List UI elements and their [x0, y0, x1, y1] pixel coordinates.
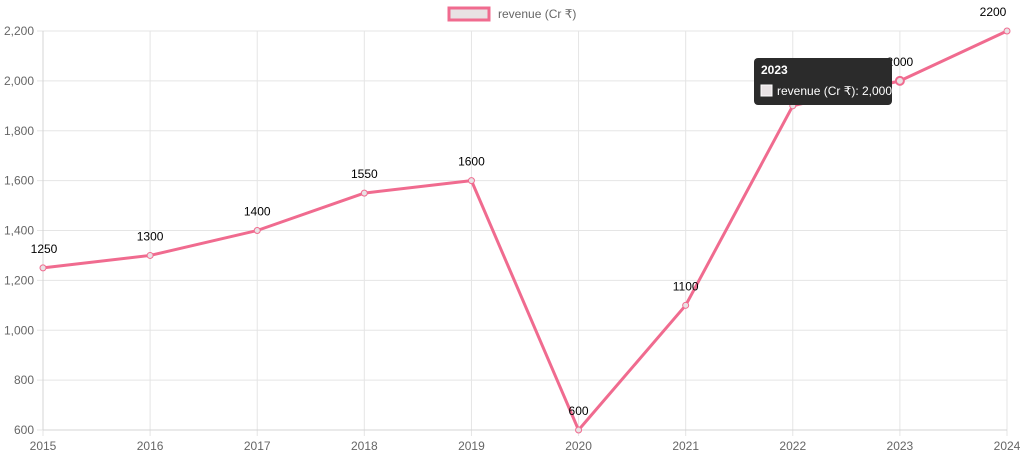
- data-label: 1550: [351, 167, 378, 181]
- y-tick-label: 1,000: [4, 323, 34, 337]
- y-tick-label: 600: [14, 423, 34, 437]
- x-tick-label: 2016: [137, 439, 164, 453]
- x-tick-label: 2024: [994, 439, 1021, 453]
- x-tick-label: 2018: [351, 439, 378, 453]
- data-label: 2200: [980, 5, 1007, 19]
- tooltip-swatch: [760, 84, 773, 97]
- y-tick-label: 800: [14, 373, 34, 387]
- y-tick-label: 2,200: [4, 24, 34, 38]
- data-point: [467, 177, 475, 185]
- data-label: 1400: [244, 205, 271, 219]
- x-tick-label: 2019: [458, 439, 485, 453]
- y-tick-label: 1,200: [4, 273, 34, 287]
- y-tick-label: 1,400: [4, 224, 34, 238]
- data-label: 2000: [887, 55, 914, 69]
- legend-label[interactable]: revenue (Cr ₹): [498, 7, 576, 21]
- y-tick-label: 1,800: [4, 124, 34, 138]
- data-label: 1300: [137, 229, 164, 243]
- x-tick-label: 2021: [672, 439, 699, 453]
- x-tick-label: 2020: [565, 439, 592, 453]
- tooltip-label: revenue (Cr ₹): 2,000: [777, 84, 892, 98]
- tooltip-title: 2023: [761, 63, 788, 77]
- legend-swatch[interactable]: [447, 6, 491, 22]
- y-axis: 600 800 1,000 1,200 1,400 1,600 1,800 2,000 2,20…: [4, 24, 34, 437]
- tooltip-box: [754, 58, 892, 105]
- x-tick-label: 2022: [779, 439, 806, 453]
- grid-lines: [37, 30, 1008, 436]
- tooltip: 2023 revenue (Cr ₹): 2,000: [754, 58, 892, 105]
- data-point: [146, 251, 154, 259]
- legend[interactable]: revenue (Cr ₹): [447, 6, 576, 22]
- data-label: 1600: [458, 155, 485, 169]
- x-tick-label: 2017: [244, 439, 271, 453]
- data-label: 1250: [31, 242, 58, 256]
- data-label: 600: [569, 404, 589, 418]
- highlighted-point: [894, 75, 905, 86]
- data-label: 1100: [673, 279, 699, 293]
- x-tick-label: 2015: [30, 439, 57, 453]
- data-point: [1003, 27, 1011, 35]
- data-point: [39, 264, 47, 272]
- data-point: [253, 227, 261, 234]
- y-tick-label: 1,600: [4, 174, 34, 188]
- data-point: [360, 189, 368, 197]
- y-tick-label: 2,000: [4, 74, 34, 88]
- x-tick-label: 2023: [887, 439, 914, 453]
- data-point: [575, 426, 583, 434]
- x-axis: 2015 2016 2017 2018 2019 2020 2021 2022 2023 2024: [30, 439, 1021, 453]
- data-point: [682, 301, 690, 309]
